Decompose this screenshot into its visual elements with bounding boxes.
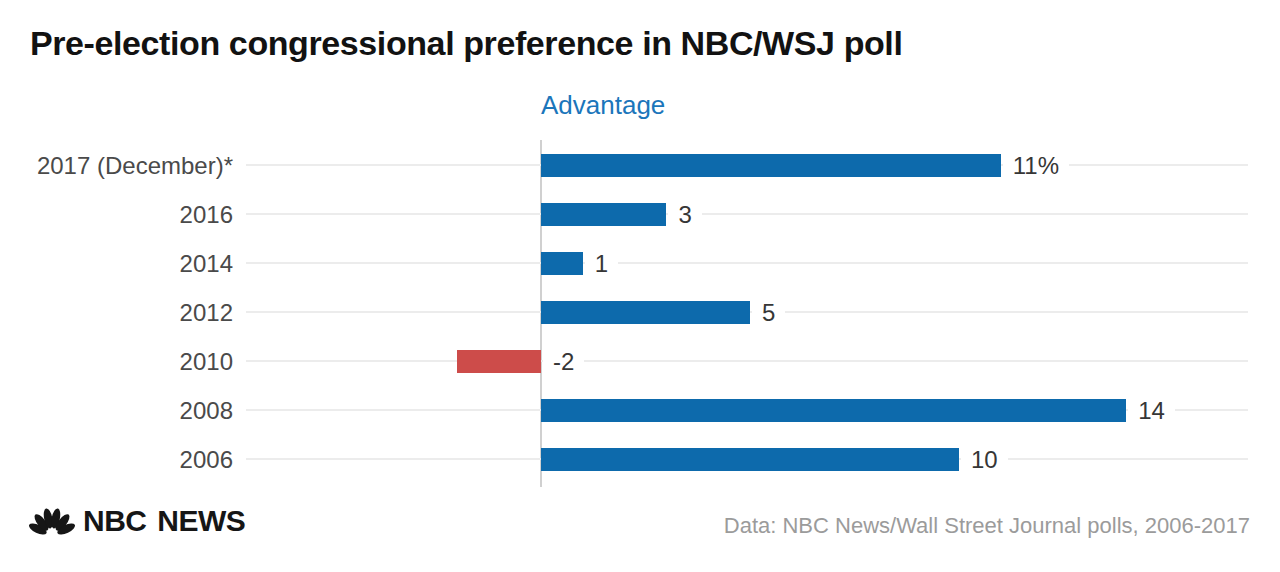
year-label: 2016 (0, 190, 233, 239)
value-label: 3 (668, 190, 701, 239)
axis-title: Advantage (541, 90, 665, 121)
value-label: 5 (752, 288, 785, 337)
chart-row: 2014 1 (0, 239, 1280, 288)
bar (541, 154, 1001, 177)
data-source: Data: NBC News/Wall Street Journal polls… (724, 513, 1250, 539)
row-gridline (246, 360, 1248, 362)
year-label: 2012 (0, 288, 233, 337)
nbc-news-logo: NBC NEWS (28, 502, 245, 539)
row-gridline (246, 213, 1248, 215)
bar (457, 350, 541, 373)
year-label: 2017 (December)* (0, 141, 233, 190)
bar (541, 203, 666, 226)
nbc-news-wordmark: NBC NEWS (83, 504, 245, 538)
bar (541, 399, 1126, 422)
year-label: 2008 (0, 386, 233, 435)
footer: NBC NEWS Data: NBC News/Wall Street Jour… (0, 496, 1280, 556)
year-label: 2006 (0, 435, 233, 484)
value-label: 11% (1003, 141, 1069, 190)
bar (541, 252, 583, 275)
chart-row: 2016 3 (0, 190, 1280, 239)
chart-row: 2008 14 (0, 386, 1280, 435)
chart-row: 2012 5 (0, 288, 1280, 337)
bar (541, 301, 750, 324)
chart-row: 2006 10 (0, 435, 1280, 484)
bar (541, 448, 959, 471)
year-label: 2014 (0, 239, 233, 288)
bar-chart: 2017 (December)* 11% 2016 3 2014 1 2012 … (0, 141, 1280, 484)
chart-row: 2017 (December)* 11% (0, 141, 1280, 190)
year-label: 2010 (0, 337, 233, 386)
value-label: -2 (543, 337, 584, 386)
chart-title: Pre-election congressional preference in… (30, 24, 902, 63)
row-gridline (246, 262, 1248, 264)
value-label: 10 (961, 435, 1008, 484)
value-label: 1 (585, 239, 618, 288)
value-label: 14 (1128, 386, 1175, 435)
chart-row: 2010 -2 (0, 337, 1280, 386)
chart-card: Pre-election congressional preference in… (0, 0, 1280, 572)
nbc-peacock-icon (28, 502, 76, 539)
